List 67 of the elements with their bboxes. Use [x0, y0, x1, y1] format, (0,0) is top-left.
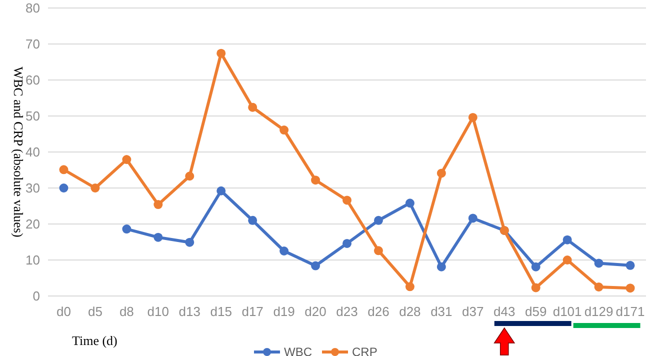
- x-tick-label: d28: [399, 304, 421, 319]
- point: [122, 155, 132, 164]
- point: [562, 256, 572, 264]
- x-tick-label: d15: [210, 304, 232, 319]
- point: [216, 48, 226, 58]
- x-tick-label: d19: [273, 304, 295, 319]
- x-tick-label: d101: [552, 304, 582, 319]
- x-tick-label: d20: [304, 304, 326, 319]
- point: [154, 232, 163, 242]
- y-tick-label: 60: [26, 72, 40, 88]
- point: [626, 284, 635, 293]
- point: [374, 216, 383, 225]
- point: [216, 186, 226, 196]
- point: [59, 165, 68, 174]
- x-tick-label: d0: [56, 304, 71, 319]
- x-tick-label: d26: [368, 304, 390, 319]
- y-tick-label: 20: [26, 216, 40, 232]
- x-tick-label: d43: [494, 304, 516, 319]
- point: [468, 112, 478, 122]
- legend-label: CRP: [352, 345, 378, 356]
- x-tick-label: d129: [584, 304, 614, 319]
- point: [594, 282, 604, 292]
- point: [59, 184, 68, 192]
- point: [185, 238, 194, 247]
- point: [342, 196, 352, 205]
- y-axis-title: WBC and CRP (absolute values): [11, 66, 26, 238]
- point: [562, 235, 572, 244]
- x-tick-label: d17: [242, 304, 264, 319]
- point: [436, 168, 446, 178]
- point: [626, 260, 635, 270]
- point: [374, 246, 383, 256]
- point: [531, 283, 540, 292]
- point: [311, 261, 320, 270]
- point: [280, 126, 289, 135]
- point: [436, 262, 446, 272]
- x-tick-label: d59: [524, 304, 547, 319]
- point: [248, 102, 258, 112]
- point: [122, 224, 132, 234]
- y-tick-label: 80: [26, 0, 40, 16]
- point: [468, 214, 478, 223]
- x-tick-label: d5: [88, 304, 102, 319]
- x-tick-label: d10: [147, 304, 170, 319]
- x-tick-label: d37: [462, 304, 484, 319]
- x-tick-label: d8: [119, 304, 134, 319]
- x-tick-label: d13: [178, 304, 200, 319]
- point: [311, 176, 320, 185]
- y-tick-label: 40: [26, 144, 40, 160]
- y-tick-label: 10: [26, 252, 40, 268]
- legend-label: WBC: [284, 345, 312, 356]
- x-tick-label: d23: [336, 304, 358, 319]
- x-axis-title: Time (d): [72, 333, 118, 348]
- point: [594, 258, 604, 268]
- y-tick-label: 70: [26, 36, 40, 52]
- point: [405, 198, 414, 208]
- point: [531, 262, 540, 272]
- y-tick-label: 0: [32, 288, 40, 304]
- point: [185, 172, 194, 181]
- point: [90, 184, 100, 192]
- point: [280, 246, 289, 256]
- point: [154, 200, 163, 210]
- point: [405, 282, 414, 292]
- x-tick-label: d171: [616, 304, 645, 319]
- x-tick-label: d31: [430, 304, 452, 319]
- point: [342, 238, 352, 248]
- point: [248, 216, 258, 225]
- y-tick-label: 30: [26, 180, 40, 196]
- y-tick-label: 50: [26, 108, 40, 124]
